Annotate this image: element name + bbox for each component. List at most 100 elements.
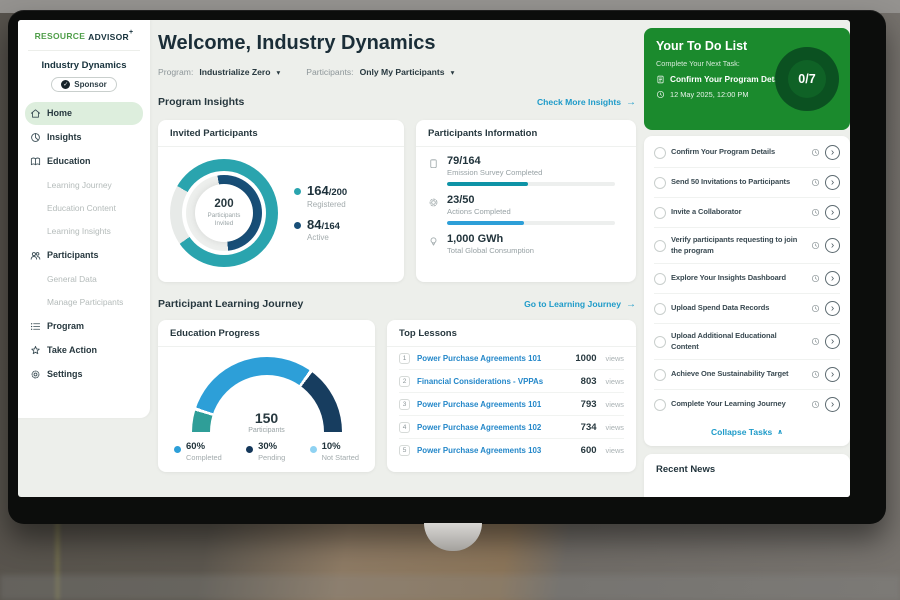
chevron-right-icon: › bbox=[830, 335, 835, 347]
arrow-right-icon: → bbox=[626, 96, 636, 108]
task-row: Achieve One Sustainability Target › bbox=[654, 360, 840, 390]
task-open-button[interactable]: › bbox=[825, 175, 840, 190]
bulb-icon bbox=[430, 237, 437, 246]
todo-panel: Your To Do List Complete Your Next Task:… bbox=[644, 28, 850, 497]
lesson-link[interactable]: Power Purchase Agreements 101 bbox=[417, 353, 542, 363]
task-row: Complete Your Learning Journey › bbox=[654, 390, 840, 419]
lesson-row: 2 Financial Considerations - VPPAs 803 v… bbox=[399, 370, 624, 393]
filters-row: Program: Industrialize Zero ▾ Participan… bbox=[158, 67, 454, 77]
sidebar-item-education[interactable]: Education bbox=[25, 150, 143, 173]
sidebar-item-participants[interactable]: Participants bbox=[25, 244, 143, 267]
sidebar-nav: Home Insights Education Learning Journey… bbox=[18, 101, 150, 386]
todo-progress-value: 0/7 bbox=[798, 72, 816, 86]
rank-badge: 4 bbox=[399, 421, 410, 433]
sidebar: RESOURCE ADVISOR+ Industry Dynamics ✓ Sp… bbox=[18, 20, 150, 418]
chevron-right-icon: › bbox=[830, 398, 835, 410]
task-checkbox[interactable] bbox=[654, 272, 666, 285]
clock-icon bbox=[811, 178, 820, 187]
clock-icon bbox=[811, 274, 820, 283]
sidebar-item-manage-participants[interactable]: Manage Participants bbox=[47, 297, 124, 308]
sponsor-label: Sponsor bbox=[74, 79, 107, 89]
task-row: Explore Your Insights Dashboard › bbox=[654, 264, 840, 294]
lesson-link[interactable]: Power Purchase Agreements 103 bbox=[417, 445, 542, 455]
task-checkbox[interactable] bbox=[654, 146, 666, 159]
gauge-center-label: Participants bbox=[248, 427, 285, 434]
task-row: Send 50 Invitations to Participants › bbox=[654, 168, 840, 198]
card-title: Participants Information bbox=[416, 120, 636, 147]
collapse-tasks-link[interactable]: Collapse Tasks ∧ bbox=[711, 427, 783, 437]
sidebar-item-program[interactable]: Program bbox=[25, 315, 143, 338]
task-checkbox[interactable] bbox=[654, 368, 666, 381]
task-checkbox[interactable] bbox=[654, 335, 666, 348]
task-checkbox[interactable] bbox=[654, 302, 666, 315]
task-checkbox[interactable] bbox=[654, 176, 666, 189]
card-title: Education Progress bbox=[158, 320, 375, 347]
education-gauge-chart: 150 Participants bbox=[191, 357, 342, 434]
top-lessons-card: Top Lessons 1 Power Purchase Agreements … bbox=[387, 320, 636, 472]
task-row: Upload Spend Data Records › bbox=[654, 294, 840, 324]
legend-item-registered: 164/200 Registered bbox=[294, 184, 347, 209]
star-icon bbox=[31, 345, 40, 354]
sidebar-item-learning-insights[interactable]: Learning Insights bbox=[47, 226, 111, 237]
todo-next-task[interactable]: Confirm Your Program Details bbox=[656, 74, 838, 84]
rank-badge: 3 bbox=[399, 398, 410, 410]
actions-icon bbox=[429, 198, 438, 207]
clock-icon bbox=[811, 400, 820, 409]
task-checkbox[interactable] bbox=[654, 206, 666, 219]
lesson-link[interactable]: Power Purchase Agreements 101 bbox=[417, 399, 542, 409]
todo-title: Your To Do List bbox=[656, 39, 748, 53]
lesson-link[interactable]: Power Purchase Agreements 102 bbox=[417, 422, 542, 432]
sidebar-item-learning-journey[interactable]: Learning Journey bbox=[47, 180, 112, 191]
task-open-button[interactable]: › bbox=[825, 301, 840, 316]
dashboard-screen: RESOURCE ADVISOR+ Industry Dynamics ✓ Sp… bbox=[18, 20, 850, 497]
lesson-row: 1 Power Purchase Agreements 101 1000 vie… bbox=[399, 347, 624, 370]
go-to-learning-journey-link[interactable]: Go to Learning Journey → bbox=[524, 298, 636, 310]
chevron-right-icon: › bbox=[830, 302, 835, 314]
invited-participants-card: Invited Participants 200 Participants In… bbox=[158, 120, 404, 282]
sidebar-item-insights[interactable]: Insights bbox=[25, 126, 143, 149]
chevron-right-icon: › bbox=[830, 368, 835, 380]
task-open-button[interactable]: › bbox=[825, 271, 840, 286]
program-filter[interactable]: Program: Industrialize Zero ▾ bbox=[158, 67, 280, 77]
task-open-button[interactable]: › bbox=[825, 367, 840, 382]
task-row: Upload Additional Educational Content › bbox=[654, 324, 840, 360]
people-icon bbox=[30, 251, 41, 260]
check-more-insights-link[interactable]: Check More Insights → bbox=[536, 96, 636, 108]
task-checkbox[interactable] bbox=[654, 398, 666, 411]
legend-item-active: 84/164 Active bbox=[294, 218, 347, 242]
todo-progress-ring: 0/7 bbox=[775, 47, 839, 111]
task-open-button[interactable]: › bbox=[825, 145, 840, 160]
participants-information-card: Participants Information 79/164 Emission… bbox=[416, 120, 636, 282]
task-open-button[interactable]: › bbox=[825, 334, 840, 349]
sponsor-badge[interactable]: ✓ Sponsor bbox=[51, 76, 117, 92]
sidebar-item-settings[interactable]: Settings bbox=[25, 363, 143, 386]
legend-dot-navy bbox=[294, 221, 301, 229]
document-icon bbox=[657, 75, 664, 83]
progress-bar bbox=[447, 221, 615, 226]
main-content: Welcome, Industry Dynamics Program: Indu… bbox=[158, 20, 636, 497]
participants-filter-value: Only My Participants bbox=[359, 67, 445, 77]
task-checkbox[interactable] bbox=[654, 239, 666, 252]
legend-item-completed: 60% Completed bbox=[174, 441, 222, 462]
section-title: Participant Learning Journey bbox=[158, 298, 304, 310]
sidebar-item-general-data[interactable]: General Data bbox=[47, 274, 97, 285]
page-title: Welcome, Industry Dynamics bbox=[158, 32, 436, 54]
todo-summary-card: Your To Do List Complete Your Next Task:… bbox=[644, 28, 850, 130]
sidebar-item-take-action[interactable]: Take Action bbox=[25, 339, 143, 362]
clock-icon bbox=[656, 90, 665, 99]
task-open-button[interactable]: › bbox=[825, 238, 840, 253]
gauge-legend: 60% Completed 30% Pending 10% Not Star bbox=[158, 434, 375, 462]
app-logo: RESOURCE ADVISOR+ bbox=[18, 20, 150, 50]
participants-filter[interactable]: Participants: Only My Participants ▾ bbox=[306, 67, 454, 77]
home-icon bbox=[30, 109, 41, 118]
education-progress-card: Education Progress 150 Participants 60% … bbox=[158, 320, 375, 472]
task-open-button[interactable]: › bbox=[825, 397, 840, 412]
lesson-link[interactable]: Financial Considerations - VPPAs bbox=[417, 376, 544, 386]
task-open-button[interactable]: › bbox=[825, 205, 840, 220]
task-row: Verify participants requesting to join t… bbox=[654, 228, 840, 264]
sidebar-item-education-content[interactable]: Education Content bbox=[47, 203, 116, 214]
chevron-right-icon: › bbox=[830, 272, 835, 284]
legend-dot-blue bbox=[174, 446, 181, 453]
legend-dot-light bbox=[309, 446, 317, 453]
sidebar-item-home[interactable]: Home bbox=[25, 101, 143, 125]
